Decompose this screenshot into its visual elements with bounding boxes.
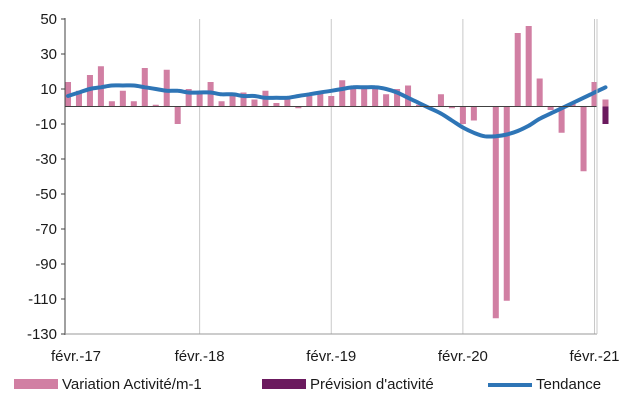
- legend-label-tendance: Tendance: [536, 376, 601, 393]
- bar-variation: [218, 101, 225, 107]
- bar-variation: [75, 90, 82, 107]
- bar-variation: [295, 106, 302, 109]
- y-tick-label: -30: [35, 151, 57, 168]
- bar-variation: [448, 106, 455, 109]
- y-tick-label: -90: [35, 256, 57, 273]
- bar-variation: [229, 96, 236, 107]
- bar-variation: [163, 69, 170, 107]
- legend-swatch-prevision: [262, 379, 306, 389]
- bar-variation: [328, 96, 335, 107]
- bar-variation: [152, 104, 159, 107]
- x-tick-label: févr.-19: [306, 348, 356, 365]
- x-tick-label: févr.-21: [569, 348, 619, 365]
- bar-variation: [174, 106, 181, 124]
- y-tick-label: -130: [27, 326, 57, 343]
- y-tick-label: 50: [40, 11, 57, 28]
- x-tick-label: févr.-20: [438, 348, 488, 365]
- x-tick-label: févr.-17: [51, 348, 101, 365]
- x-tick-labels: févr.-17 févr.-18 févr.-19 févr.-20 févr.-21: [51, 348, 620, 365]
- gridlines: [199, 19, 596, 334]
- bar-variation: [284, 99, 291, 107]
- axes: [61, 18, 598, 335]
- legend: Variation Activité/m-1 Prévision d'activ…: [14, 376, 601, 393]
- bar-variation: [130, 101, 137, 107]
- legend-label-prevision: Prévision d'activité: [310, 376, 434, 393]
- bar-variation: [525, 26, 532, 107]
- bar-variation: [361, 87, 368, 107]
- legend-swatch-variation: [14, 379, 58, 389]
- variation-bars: [64, 26, 609, 319]
- bar-variation: [536, 78, 543, 107]
- y-tick-label: -110: [28, 291, 57, 308]
- x-tick-label: févr.-18: [175, 348, 225, 365]
- bar-variation: [372, 89, 379, 107]
- y-tick-label: 30: [40, 46, 57, 63]
- bar-variation: [306, 96, 313, 107]
- bar-prevision: [602, 106, 609, 124]
- bar-variation: [185, 89, 192, 107]
- bar-variation: [503, 106, 510, 301]
- bar-variation: [415, 104, 423, 107]
- prevision-bars: [602, 106, 609, 124]
- bar-variation: [383, 94, 390, 107]
- bar-variation: [394, 89, 401, 107]
- legend-label-variation: Variation Activité/m-1: [62, 376, 202, 393]
- bar-variation: [547, 106, 554, 110]
- bar-variation: [108, 101, 115, 107]
- y-tick-label: -10: [35, 116, 57, 133]
- bar-variation: [350, 85, 357, 107]
- bar-variation: [492, 106, 499, 319]
- bar-variation: [317, 92, 324, 107]
- bar-variation: [339, 80, 346, 107]
- bar-variation: [251, 99, 258, 107]
- bar-variation: [514, 33, 521, 107]
- y-tick-label: -50: [35, 186, 57, 203]
- bar-variation: [196, 92, 203, 107]
- bar-variation: [240, 92, 247, 107]
- tendance-line-group: [66, 83, 608, 139]
- y-tick-label: -70: [35, 221, 57, 238]
- bar-variation: [602, 99, 609, 107]
- bar-variation: [273, 103, 280, 107]
- bar-variation: [470, 106, 477, 121]
- bar-variation: [580, 106, 587, 172]
- bar-variation: [119, 90, 126, 107]
- bar-variation: [459, 106, 466, 124]
- y-tick-label: 10: [40, 81, 57, 98]
- y-tick-labels: 50 30 10 -10 -30 -50 -70 -90 -110 -130: [27, 11, 57, 343]
- bar-variation: [558, 106, 565, 133]
- bar-variation: [437, 94, 444, 107]
- tendance-line: [66, 83, 608, 139]
